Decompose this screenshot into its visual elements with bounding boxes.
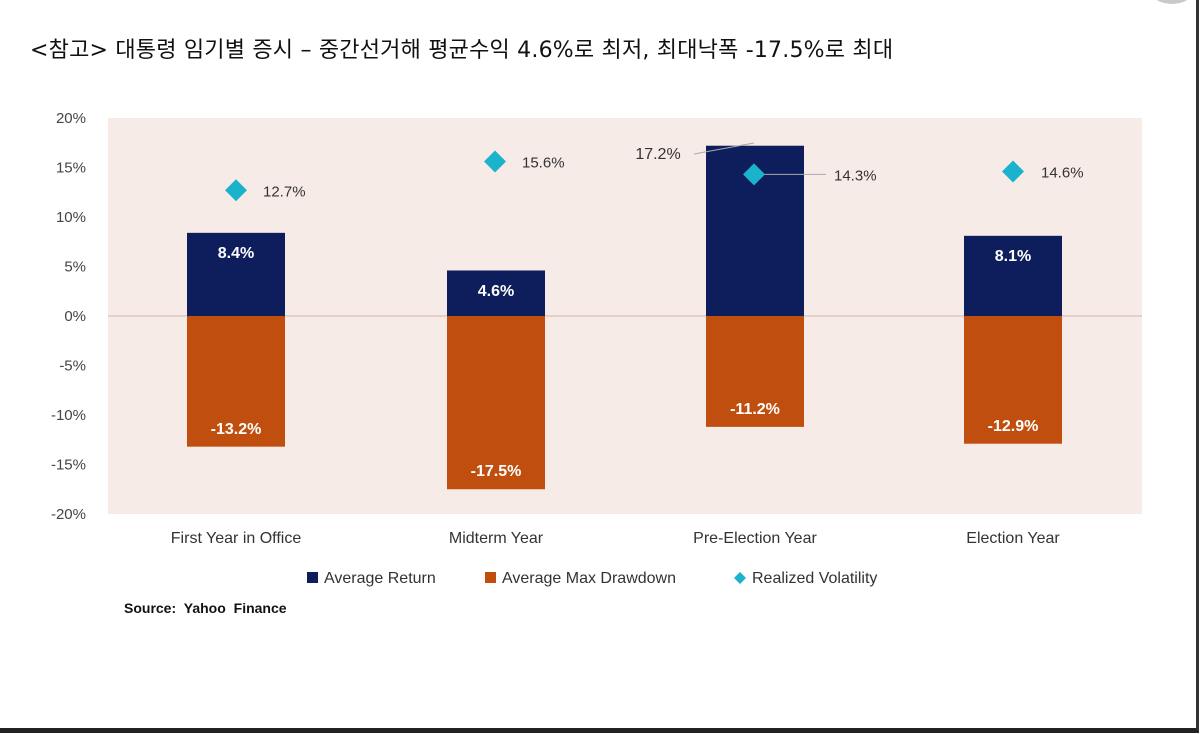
source-note: Source: Yahoo Finance [124, 600, 287, 616]
volatility-marker [225, 179, 247, 202]
data-label-realized-volatility: 14.6% [1041, 164, 1084, 181]
y-tick-label: 20% [56, 110, 86, 127]
y-tick-label: 0% [64, 308, 86, 325]
bar-average-max-drawdown [964, 316, 1062, 444]
data-label-average-max-drawdown: -13.2% [211, 421, 262, 438]
data-label-average-return: 17.2% [635, 146, 680, 163]
y-tick-label: 15% [56, 160, 86, 177]
bar-average-return [447, 270, 545, 316]
legend-swatch-average-return [307, 572, 318, 583]
legend-label-realized-volatility: Realized Volatility [752, 570, 877, 587]
y-tick-label: 5% [64, 259, 86, 276]
x-category-label: First Year in Office [171, 530, 302, 547]
legend-label-average-max-drawdown: Average Max Drawdown [502, 570, 676, 587]
data-label-average-return: 4.6% [478, 283, 514, 300]
y-tick-label: -10% [51, 407, 86, 424]
data-label-realized-volatility: 14.3% [834, 167, 877, 184]
y-tick-label: -15% [51, 457, 86, 474]
data-label-average-max-drawdown: -17.5% [471, 463, 522, 480]
bar-average-return [187, 232, 285, 316]
bar-average-max-drawdown [447, 316, 545, 490]
window-corner-decoration [1150, 0, 1194, 4]
legend-swatch-realized-volatility [734, 572, 746, 584]
x-category-label: Pre-Election Year [693, 530, 817, 547]
data-label-realized-volatility: 12.7% [263, 183, 306, 200]
volatility-marker [743, 163, 765, 186]
legend-swatch-average-max-drawdown [485, 572, 496, 583]
x-category-label: Midterm Year [449, 530, 544, 547]
data-label-average-max-drawdown: -11.2% [730, 401, 780, 418]
y-tick-label: -20% [51, 506, 86, 523]
y-tick-label: 10% [56, 209, 86, 226]
x-category-label: Election Year [966, 530, 1060, 547]
data-label-average-max-drawdown: -12.9% [988, 418, 1039, 435]
volatility-marker [484, 150, 506, 173]
data-label-average-return: 8.1% [995, 248, 1031, 265]
leader-line [693, 142, 755, 155]
bar-average-max-drawdown [187, 316, 285, 447]
y-tick-label: -5% [59, 358, 86, 375]
data-label-realized-volatility: 15.6% [522, 155, 565, 172]
page-title: <참고> 대통령 임기별 증시 – 중간선거해 평균수익 4.6%로 최저, 최… [30, 38, 894, 63]
volatility-marker [1002, 160, 1024, 183]
data-label-average-return: 8.4% [218, 245, 254, 262]
bar-average-return [964, 235, 1062, 316]
legend-label-average-return: Average Return [324, 570, 436, 587]
bar-average-max-drawdown [706, 316, 804, 427]
